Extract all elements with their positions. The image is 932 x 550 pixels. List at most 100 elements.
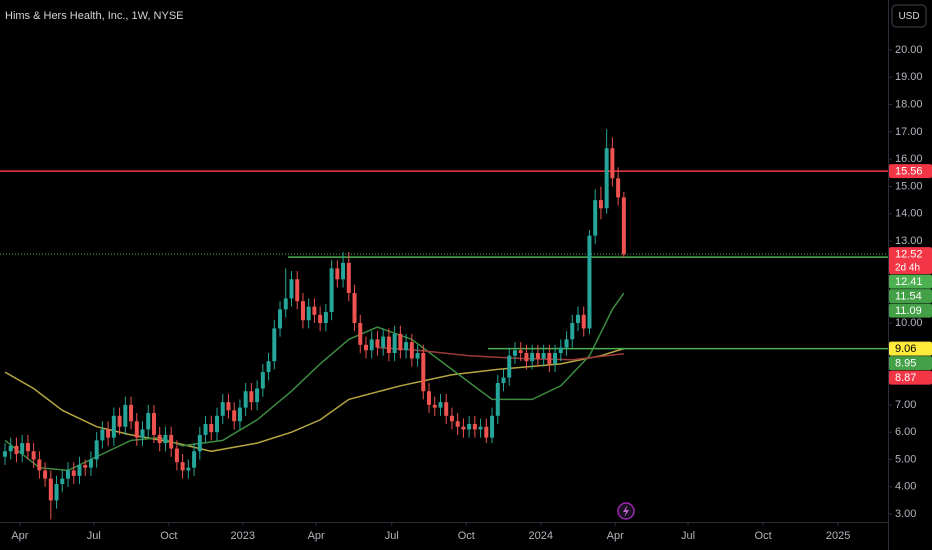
candle-body (283, 298, 288, 310)
candle-body (226, 402, 231, 411)
candle-body (524, 353, 529, 362)
candle-body (581, 314, 586, 329)
price-label-box (889, 289, 932, 304)
y-tick-label: 6.00 (895, 426, 916, 438)
x-tick-label: Oct (755, 530, 772, 542)
lightning[interactable] (623, 505, 629, 517)
candle-body (535, 353, 540, 359)
candle-body (444, 402, 449, 416)
candle-body (587, 235, 592, 329)
candle-body (163, 434, 168, 444)
candle-body (593, 200, 598, 236)
candle-body (157, 434, 162, 444)
price-label: 9.06 (895, 343, 916, 355)
candle-body (174, 448, 179, 463)
candle-body (151, 413, 156, 435)
candle-body (48, 478, 53, 501)
candle-body (501, 377, 506, 384)
price-countdown: 2d 4h (895, 262, 920, 273)
candle-body (14, 445, 19, 455)
candle-body (100, 429, 105, 441)
candle-body (507, 355, 512, 378)
candle-body (415, 353, 420, 359)
x-tick-label: 2025 (826, 530, 850, 542)
price-label-box (889, 247, 932, 275)
candle-body (318, 314, 323, 323)
candle-body (94, 440, 99, 460)
y-tick-label: 16.00 (895, 153, 923, 165)
candle-body (60, 478, 65, 485)
price-label-box (889, 303, 932, 318)
candle-body (306, 306, 311, 321)
candle-body (558, 347, 563, 354)
candle-body (278, 309, 283, 329)
candle-body (404, 342, 409, 351)
chart-title: Hims & Hers Health, Inc., 1W, NYSE (5, 10, 184, 22)
candle-body (77, 464, 82, 476)
candle-body (237, 407, 242, 422)
candle-body (467, 423, 472, 430)
candle-body (386, 336, 391, 354)
candle-body (249, 391, 254, 403)
candle-body (616, 178, 621, 198)
candle-body (369, 339, 374, 351)
candle-body (421, 353, 426, 392)
candle-body (2, 451, 7, 457)
y-tick-label: 18.00 (895, 98, 923, 110)
candle-body (621, 197, 626, 255)
candle-body (140, 429, 145, 438)
candle-body (427, 391, 432, 405)
x-tick-label: Oct (160, 530, 177, 542)
candle-body (71, 470, 76, 476)
x-tick-label: Apr (607, 530, 624, 542)
candle-body (455, 421, 460, 427)
candle-body (323, 312, 328, 323)
candle-body (553, 353, 558, 364)
y-tick-label: 19.00 (895, 71, 923, 83)
y-tick-label: 7.00 (895, 399, 916, 411)
candle-body (43, 470, 48, 479)
currency-label[interactable]: USD (898, 11, 919, 22)
candle-body (180, 462, 185, 471)
candle-body (117, 415, 122, 427)
candle-body (169, 434, 174, 449)
candle-body (409, 342, 414, 359)
candle-body (255, 388, 260, 403)
candle-body (392, 333, 397, 354)
plot-area (0, 129, 888, 520)
candle-body (134, 421, 139, 438)
price-label-box (889, 356, 932, 371)
candle-body (232, 410, 237, 422)
price-label: 12.52 (895, 249, 923, 261)
candle-body (490, 415, 495, 438)
candle-body (220, 402, 225, 416)
candle-body (111, 415, 116, 438)
x-tick-label: 2023 (231, 530, 255, 542)
candle-body (478, 426, 483, 430)
price-label-box (889, 164, 932, 179)
candle-body (438, 402, 443, 408)
candle-body (106, 429, 111, 438)
x-tick-label: Oct (458, 530, 475, 542)
candle-body (312, 306, 317, 315)
y-tick-label: 5.00 (895, 453, 916, 465)
price-label-box (889, 274, 932, 289)
candle-body (197, 434, 202, 452)
candle-body (37, 459, 42, 471)
candle-body (243, 391, 248, 408)
lightning-icon[interactable] (617, 502, 635, 520)
candle-body (375, 339, 380, 348)
candle-body (358, 322, 363, 345)
candle-body (289, 279, 294, 299)
currency-button[interactable] (891, 4, 927, 28)
candle-body (518, 350, 523, 354)
candle-body (215, 415, 220, 433)
candle-body (564, 339, 569, 348)
candle-body (530, 353, 535, 362)
price-label: 8.87 (895, 372, 916, 384)
price-label: 12.41 (895, 276, 923, 288)
candle-body (598, 200, 603, 209)
